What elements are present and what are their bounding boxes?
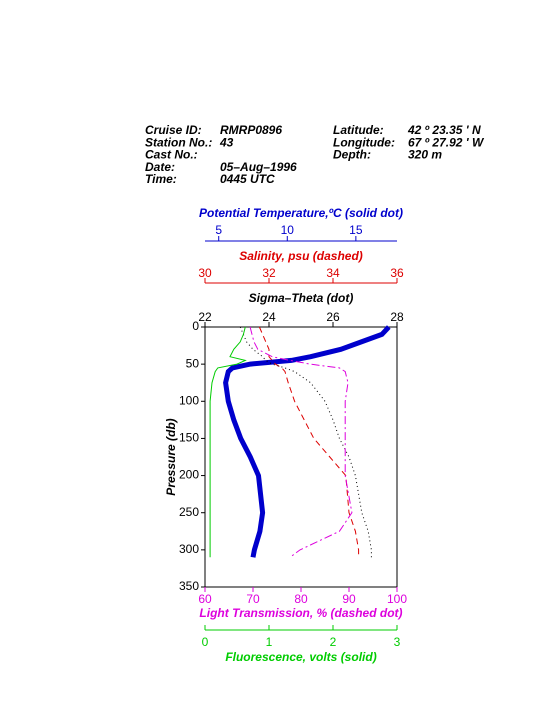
x-tick-label: 2: [330, 635, 337, 649]
axis-title: Sigma–Theta (dot): [249, 291, 354, 305]
axis-title: Light Transmission, % (dashed dot): [199, 606, 402, 620]
x-tick-label: 28: [390, 310, 404, 324]
header-value: 05–Aug–1996: [220, 160, 297, 174]
header-label: Cast No.:: [145, 148, 198, 162]
x-tick-label: 100: [387, 592, 407, 606]
header-label: Cruise ID:: [145, 123, 202, 137]
x-tick-label: 5: [215, 223, 222, 237]
y-tick-label: 200: [179, 468, 199, 482]
header-value: 0445 UTC: [220, 172, 275, 186]
axis-title: Potential Temperature,ºC (solid dot): [199, 206, 403, 220]
header-value: 42 º 23.35 ' N: [407, 123, 481, 137]
axis-title: Fluorescence, volts (solid): [225, 650, 376, 664]
y-tick-label: 50: [186, 356, 200, 370]
header-value: RMRP0896: [220, 123, 282, 137]
header-label: Station No.:: [145, 135, 212, 149]
header-value: 320 m: [408, 148, 442, 162]
profile-line: [258, 326, 360, 558]
x-tick-label: 32: [262, 266, 276, 280]
x-tick-label: 15: [349, 223, 363, 237]
y-tick-label: 250: [179, 505, 199, 519]
x-tick-label: 26: [326, 310, 340, 324]
y-tick-label: 0: [192, 319, 199, 333]
header-label: Time:: [145, 172, 177, 186]
axis-title: Salinity, psu (dashed): [239, 249, 363, 263]
x-tick-label: 0: [202, 635, 209, 649]
x-tick-label: 36: [390, 266, 404, 280]
header-label: Date:: [145, 160, 175, 174]
header-value: 67 º 27.92 ' W: [408, 135, 485, 149]
profile-line: [209, 326, 247, 558]
header-value: 43: [219, 135, 234, 149]
profile-line: [223, 325, 391, 558]
x-tick-label: 10: [281, 223, 295, 237]
y-tick-label: 100: [179, 393, 199, 407]
x-tick-label: 22: [198, 310, 212, 324]
x-tick-label: 1: [266, 635, 273, 649]
profile-line: [249, 326, 353, 558]
x-tick-label: 90: [342, 592, 356, 606]
x-tick-label: 70: [246, 592, 260, 606]
header-label: Latitude:: [333, 123, 384, 137]
x-tick-label: 60: [198, 592, 212, 606]
header-label: Longitude:: [333, 135, 395, 149]
y-tick-label: 150: [179, 431, 199, 445]
y-tick-label: 300: [179, 542, 199, 556]
x-tick-label: 80: [294, 592, 308, 606]
x-tick-label: 30: [198, 266, 212, 280]
x-tick-label: 3: [394, 635, 401, 649]
header-label: Depth:: [333, 148, 371, 162]
y-axis-label: Pressure (db): [164, 418, 178, 495]
x-tick-label: 34: [326, 266, 340, 280]
y-tick-label: 350: [179, 579, 199, 593]
x-tick-label: 24: [262, 310, 276, 324]
